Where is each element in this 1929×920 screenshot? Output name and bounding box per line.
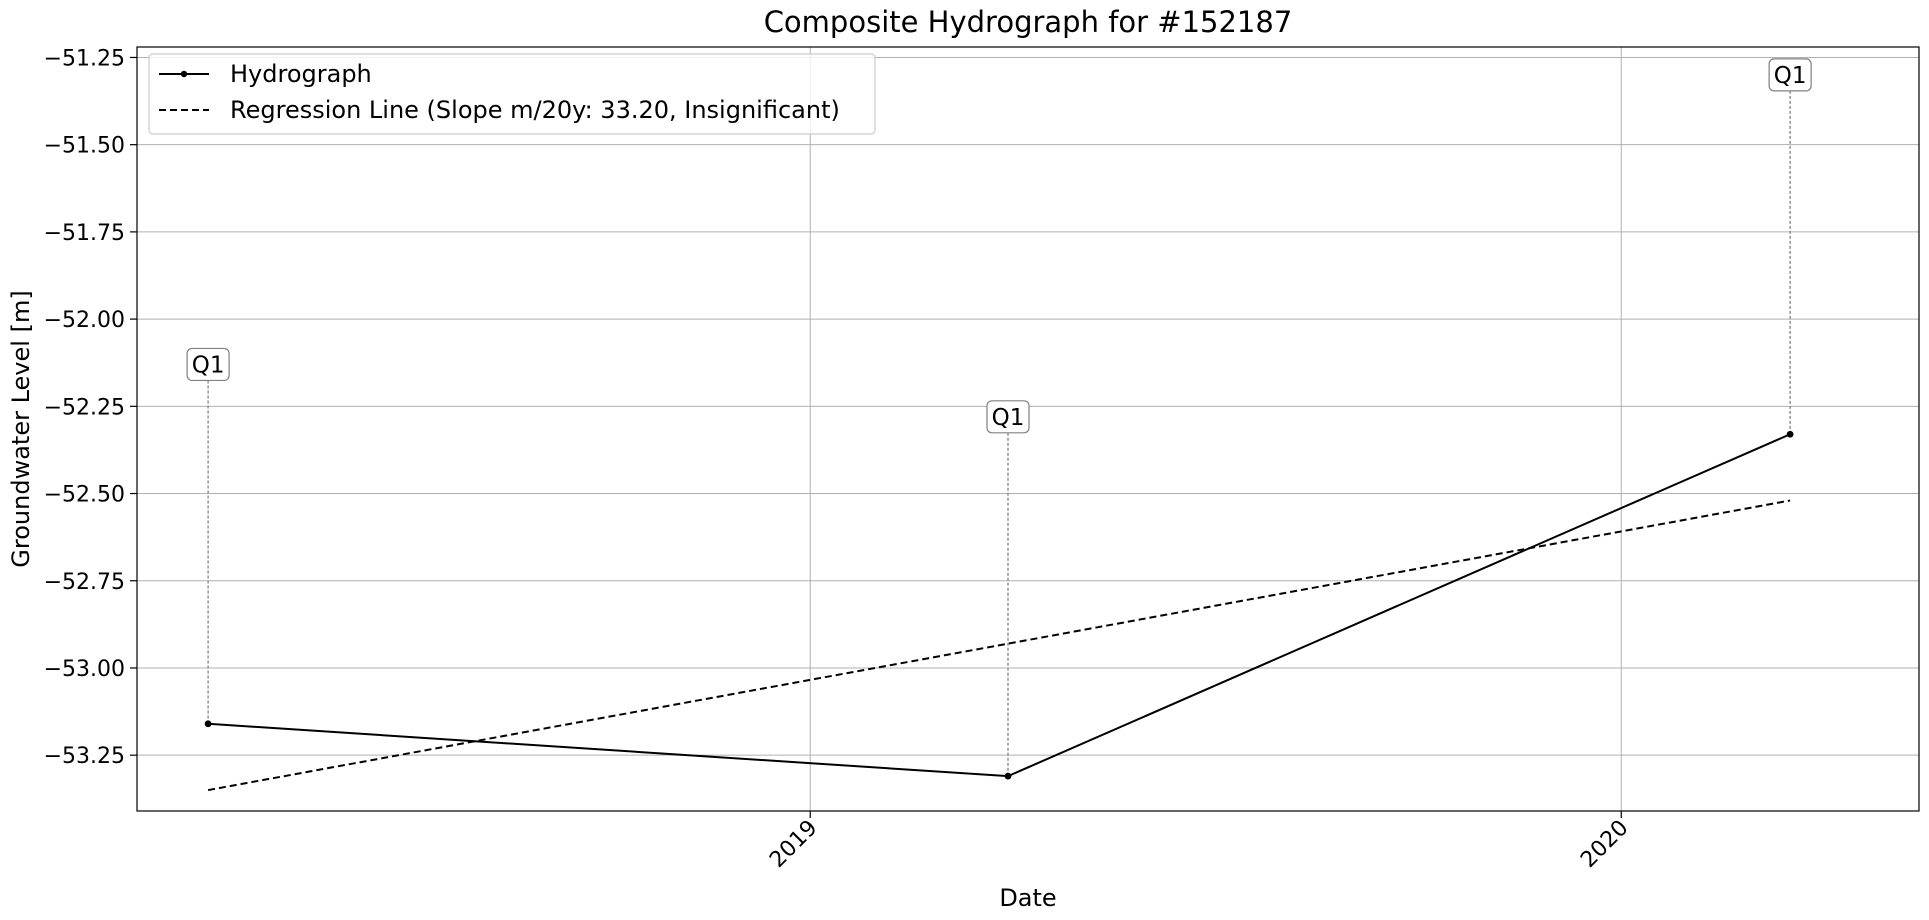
annotation-label: Q1: [992, 405, 1025, 431]
annotation-labels: Q1 Q1 Q1: [186, 58, 1812, 434]
chart-title: Composite Hydrograph for #152187: [764, 5, 1293, 39]
hydrograph-point: [204, 720, 212, 728]
legend-hydrograph-marker: [180, 70, 188, 78]
legend: Hydrograph Regression Line (Slope m/20y:…: [148, 53, 876, 135]
legend-regression-label: Regression Line (Slope m/20y: 33.20, Ins…: [230, 96, 840, 124]
regression-line: [207, 499, 1791, 792]
annotation-box: [1768, 58, 1812, 92]
hydrograph-point: [1004, 772, 1012, 780]
hydrograph-point: [1786, 430, 1794, 438]
y-tick-label: −51.25: [44, 46, 125, 71]
x-axis-label: Date: [999, 884, 1056, 912]
annotation-box: [186, 347, 230, 382]
annotation-box: [986, 400, 1030, 434]
y-tick-label: −52.50: [44, 483, 125, 508]
annotation-leader-lines: [207, 90, 1791, 777]
y-tick-label: −53.25: [44, 744, 125, 769]
annotation-label: Q1: [1774, 63, 1807, 89]
y-tick-label: −52.25: [44, 395, 125, 420]
plot-area-frame: [136, 46, 1920, 812]
legend-hydrograph-label: Hydrograph: [230, 60, 372, 88]
legend-box: [148, 53, 876, 135]
y-tick-label: −51.50: [44, 134, 125, 159]
y-tick-label: −52.75: [44, 570, 125, 595]
y-tick-label: −52.00: [44, 308, 125, 333]
y-tick-label: −51.75: [44, 221, 125, 246]
y-tick-label: −53.00: [44, 657, 125, 682]
series-lines: [204, 430, 1794, 792]
y-axis-label: Groundwater Level [m]: [7, 290, 35, 567]
annotation-label: Q1: [192, 352, 225, 378]
